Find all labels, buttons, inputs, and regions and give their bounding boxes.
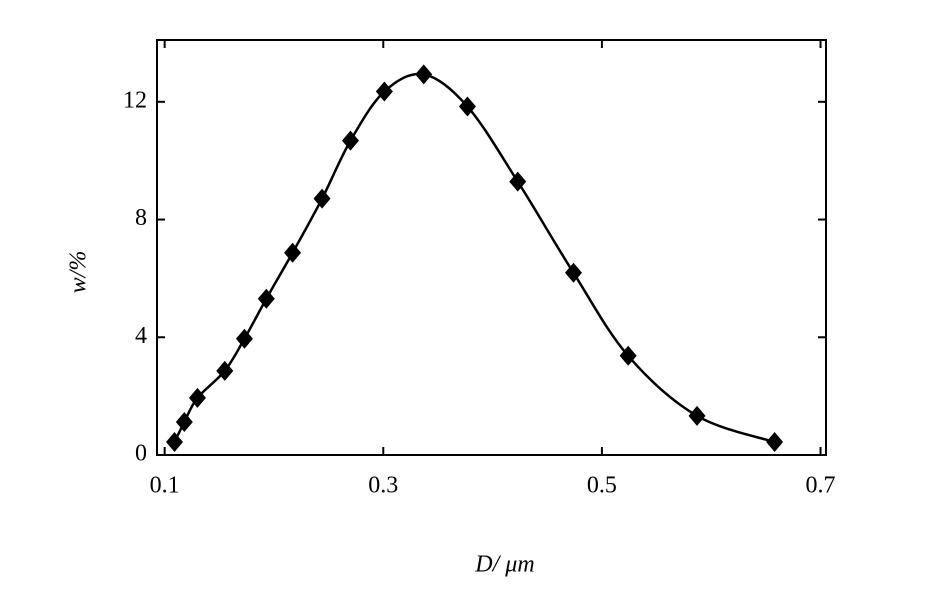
y-tick-label: 12 bbox=[123, 87, 147, 113]
data-point bbox=[175, 412, 193, 433]
x-tick-label: 0.3 bbox=[368, 473, 398, 499]
data-point bbox=[216, 360, 234, 381]
data-line bbox=[173, 72, 776, 444]
data-point bbox=[284, 242, 302, 263]
plot-frame bbox=[156, 39, 827, 456]
data-point bbox=[341, 130, 359, 151]
data-point bbox=[415, 64, 433, 85]
data-point bbox=[235, 328, 253, 349]
y-tick-label: 8 bbox=[135, 205, 147, 231]
data-point bbox=[509, 171, 527, 192]
data-point bbox=[257, 288, 275, 309]
y-tick-label: 0 bbox=[135, 441, 147, 467]
x-tick-label: 0.1 bbox=[150, 473, 180, 499]
x-axis-label: D/ μm bbox=[474, 552, 534, 578]
data-point bbox=[375, 81, 393, 102]
x-tick-label: 0.5 bbox=[587, 473, 617, 499]
data-point bbox=[766, 432, 784, 453]
y-axis-label: w/% bbox=[66, 251, 92, 294]
data-point bbox=[564, 262, 582, 283]
data-point bbox=[165, 432, 183, 453]
data-point bbox=[688, 405, 706, 426]
data-point bbox=[619, 345, 637, 366]
data-point bbox=[458, 96, 476, 117]
data-point bbox=[188, 387, 206, 408]
data-point bbox=[313, 188, 331, 209]
x-tick-label: 0.7 bbox=[806, 473, 836, 499]
y-tick-label: 4 bbox=[135, 323, 147, 349]
